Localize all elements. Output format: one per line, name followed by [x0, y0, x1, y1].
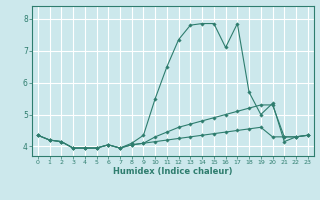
X-axis label: Humidex (Indice chaleur): Humidex (Indice chaleur): [113, 167, 233, 176]
